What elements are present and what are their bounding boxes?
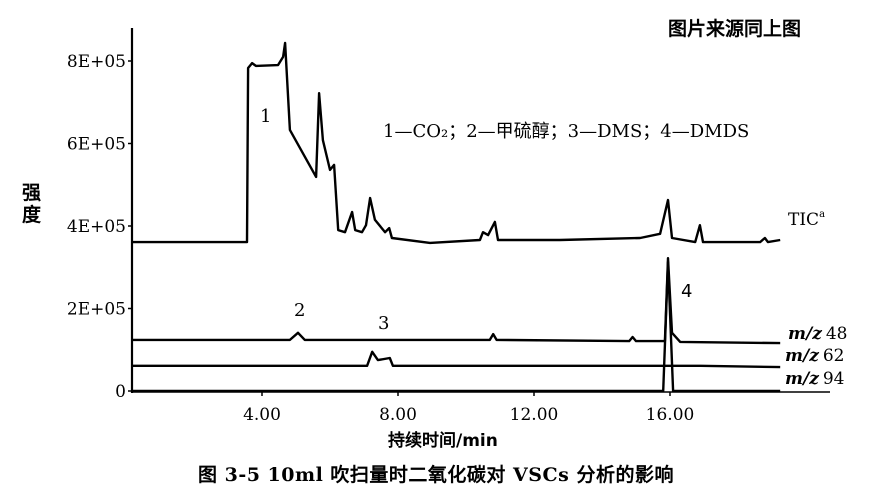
trace-tic xyxy=(132,41,781,245)
peak-label-1: 1 xyxy=(260,106,271,127)
source-note: 图片来源同上图 xyxy=(668,18,802,40)
trace-mz62 xyxy=(132,350,781,369)
y-tick-label: 2E+05 xyxy=(67,300,126,320)
peak-label-4: 4 xyxy=(681,281,692,302)
series-label-mz62: m/z 62 xyxy=(785,346,845,366)
series-label-mz94: m/z 94 xyxy=(785,369,845,389)
y-tick-label: 6E+05 xyxy=(67,135,126,155)
y-tick-label: 0 xyxy=(115,382,126,402)
peak-label-2: 2 xyxy=(294,300,305,321)
y-axis-label: 强度 xyxy=(22,182,42,226)
series-label-mz48: m/z 48 xyxy=(788,324,848,344)
traces xyxy=(132,41,781,393)
x-tick-label: 4.00 xyxy=(243,405,281,425)
x-tick-label: 16.00 xyxy=(646,405,695,425)
y-tick-label: 4E+05 xyxy=(67,217,126,237)
axes: 0 2E+05 4E+05 6E+05 8E+05 4.00 8.00 12.00 16.00 xyxy=(67,28,830,425)
x-tick-label: 8.00 xyxy=(379,405,417,425)
peak-label-3: 3 xyxy=(378,313,389,334)
series-label-tic: TICa xyxy=(788,209,825,230)
y-tick-label: 8E+05 xyxy=(67,52,126,72)
x-axis-label: 持续时间/min xyxy=(388,430,498,451)
figure-caption: 图 3-5 10ml 吹扫量时二氧化碳对 VSCs 分析的影响 xyxy=(198,464,674,486)
legend-text: 1—CO₂；2—甲硫醇；3—DMS；4—DMDS xyxy=(383,121,749,142)
x-tick-label: 12.00 xyxy=(510,405,559,425)
trace-mz94 xyxy=(132,260,781,393)
